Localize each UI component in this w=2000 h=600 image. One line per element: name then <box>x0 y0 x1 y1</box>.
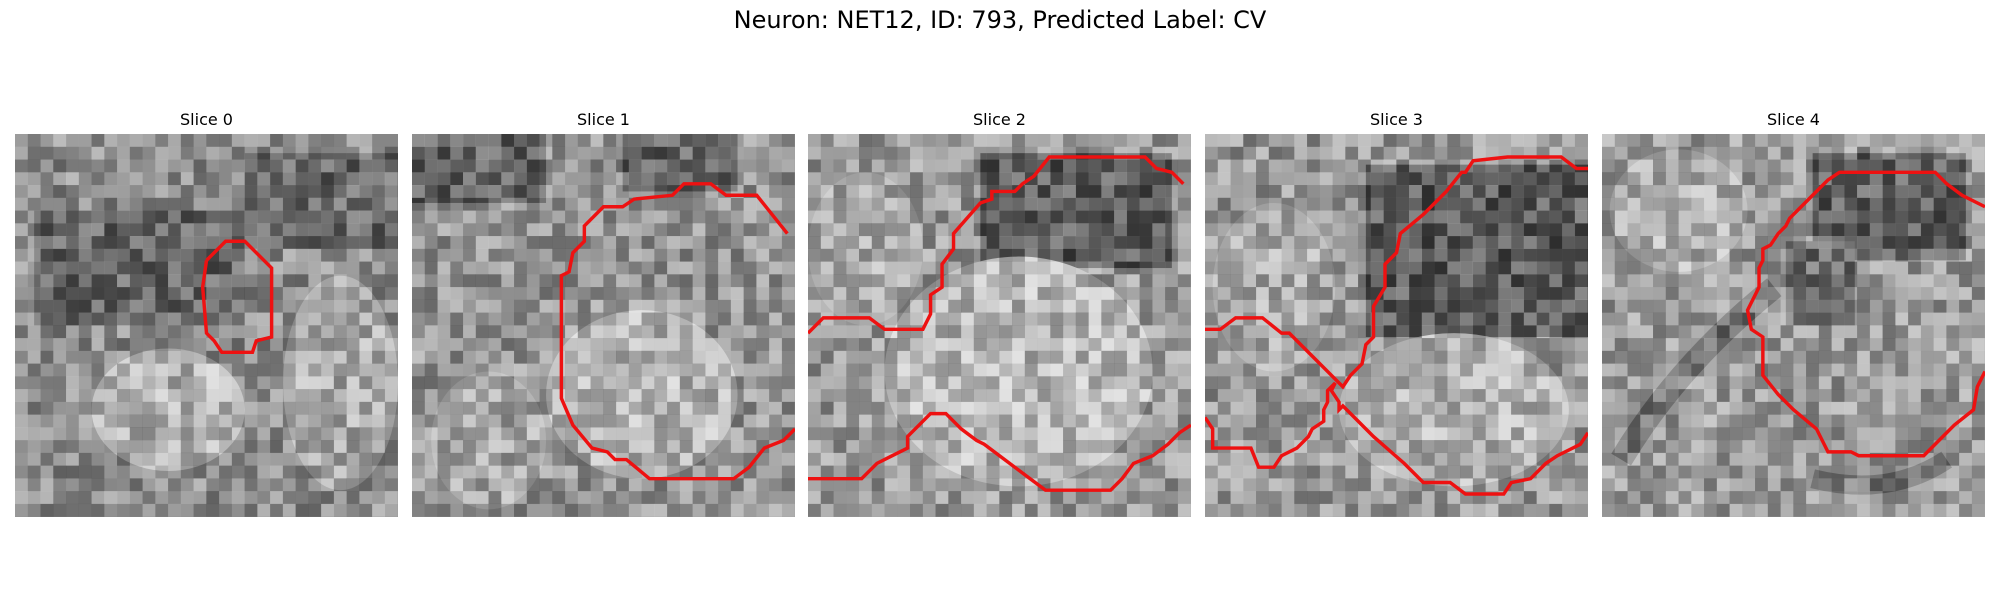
texture <box>412 134 795 517</box>
slice-image-4 <box>1602 134 1985 517</box>
contour-3a <box>1205 155 1588 390</box>
slice-panel-2: Slice 2 <box>808 108 1191 517</box>
slice-image-1 <box>412 134 795 517</box>
texture <box>15 134 398 517</box>
slice-panel-4: Slice 4 <box>1602 108 1985 517</box>
slice-panel-0: Slice 0 <box>15 108 398 517</box>
texture <box>808 134 1191 517</box>
slice-panel-1: Slice 1 <box>412 108 795 517</box>
slice-image-0 <box>15 134 398 517</box>
slice-image-3 <box>1205 134 1588 517</box>
texture <box>1602 134 1985 517</box>
slice-title-4: Slice 4 <box>1767 110 1820 129</box>
slice-panel-3: Slice 3 <box>1205 108 1588 517</box>
slice-title-3: Slice 3 <box>1370 110 1423 129</box>
contour-2b <box>808 411 1191 492</box>
contour-2a <box>808 155 1185 335</box>
slice-title-0: Slice 0 <box>180 110 233 129</box>
texture <box>1205 134 1588 517</box>
contour-3b <box>1205 381 1588 496</box>
contour-0 <box>200 239 274 355</box>
slice-title-2: Slice 2 <box>973 110 1026 129</box>
contour-1 <box>559 182 795 481</box>
contour-4 <box>1745 170 1985 458</box>
figure-title: Neuron: NET12, ID: 793, Predicted Label:… <box>733 6 1267 34</box>
slice-image-2 <box>808 134 1191 517</box>
slice-title-1: Slice 1 <box>577 110 630 129</box>
